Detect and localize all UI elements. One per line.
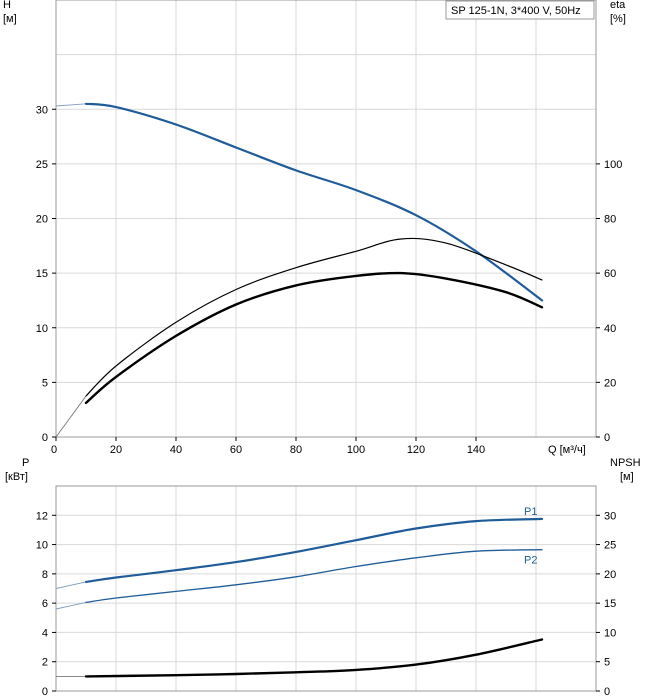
right-tick-label: 60 xyxy=(604,268,616,280)
upper-chart: H [м] eta [%] SP 125-1N, 3*400 V, 50Hz 0… xyxy=(3,0,626,456)
right-tick-label: 0 xyxy=(604,432,610,444)
upper-x-ticks: 0 20 40 60 80 100 120 140 xyxy=(51,437,485,456)
p2-curve xyxy=(85,549,543,604)
lower-grid xyxy=(56,486,596,692)
x-tick-label: 140 xyxy=(467,444,485,456)
left-tick-label: 30 xyxy=(36,104,48,116)
right-tick-label: 5 xyxy=(604,657,610,669)
lower-right-ticks: 0 5 10 15 20 25 30 xyxy=(596,510,616,698)
lower-series xyxy=(55,517,544,678)
right-tick-label: 100 xyxy=(604,159,622,171)
x-tick-label: 120 xyxy=(407,444,425,456)
x-tick-label: 20 xyxy=(110,444,122,456)
left-tick-label: 10 xyxy=(36,323,48,335)
right-tick-label: 40 xyxy=(604,323,616,335)
left-tick-label: 8 xyxy=(42,569,48,581)
left-tick-label: 2 xyxy=(42,657,48,669)
left-tick-label: 4 xyxy=(42,627,48,639)
left-tick-label: 15 xyxy=(36,268,48,280)
right-tick-label: 0 xyxy=(604,686,610,698)
right-tick-label: 15 xyxy=(604,598,616,610)
left-tick-label: 6 xyxy=(42,598,48,610)
upper-grid xyxy=(56,0,596,438)
lower-plot-frame xyxy=(55,485,597,692)
title-box xyxy=(445,0,595,20)
left-tick-label: 0 xyxy=(42,432,48,444)
lower-left-axis-label: P xyxy=(22,457,29,469)
x-tick-label: 80 xyxy=(290,444,302,456)
right-tick-label: 25 xyxy=(604,540,616,552)
upper-left-axis-unit: [м] xyxy=(3,13,17,25)
p2-extension-line xyxy=(55,601,87,610)
lower-left-ticks: 0 2 4 6 8 10 12 xyxy=(36,510,56,698)
chart-title: SP 125-1N, 3*400 V, 50Hz xyxy=(451,5,581,17)
x-tick-label: 40 xyxy=(170,444,182,456)
upper-right-axis-unit: [%] xyxy=(610,13,626,25)
upper-right-axis-label: eta xyxy=(610,0,626,11)
series-3-curve xyxy=(84,271,544,405)
p2-series-label: P2 xyxy=(524,555,537,567)
left-tick-label: 25 xyxy=(36,159,48,171)
left-tick-label: 0 xyxy=(42,686,48,698)
left-tick-label: 12 xyxy=(36,510,48,522)
upper-right-ticks: 0 20 40 60 80 100 xyxy=(596,159,622,444)
series-1-curve xyxy=(84,102,544,302)
series-2-extension-line xyxy=(55,395,87,438)
p1-extension-line xyxy=(55,581,87,589)
x-tick-label: 0 xyxy=(51,444,57,456)
lower-right-axis-label: NPSH xyxy=(610,457,641,469)
upper-left-ticks: 0 5 10 15 20 25 30 xyxy=(36,104,56,444)
lower-series-labels: P1 P2 xyxy=(524,506,537,567)
right-tick-label: 10 xyxy=(604,627,616,639)
upper-left-axis-label: H xyxy=(3,0,11,11)
x-axis-label: Q [м³/ч] xyxy=(548,444,586,456)
x-tick-label: 100 xyxy=(347,444,365,456)
left-tick-label: 10 xyxy=(36,540,48,552)
lower-right-axis-unit: [м] xyxy=(620,471,634,483)
x-tick-label: 60 xyxy=(230,444,242,456)
p1-curve xyxy=(84,517,544,583)
p1-series-label: P1 xyxy=(524,506,537,518)
right-tick-label: 20 xyxy=(604,377,616,389)
left-tick-label: 20 xyxy=(36,214,48,226)
lower-left-axis-unit: [кВт] xyxy=(5,471,28,483)
right-tick-label: 30 xyxy=(604,510,616,522)
series-2-curve xyxy=(85,237,543,397)
right-tick-label: 20 xyxy=(604,569,616,581)
upper-series xyxy=(55,102,544,438)
series-1-extension-line xyxy=(55,103,87,107)
series-3-curve xyxy=(84,638,544,678)
left-tick-label: 5 xyxy=(42,377,48,389)
right-tick-label: 80 xyxy=(604,214,616,226)
